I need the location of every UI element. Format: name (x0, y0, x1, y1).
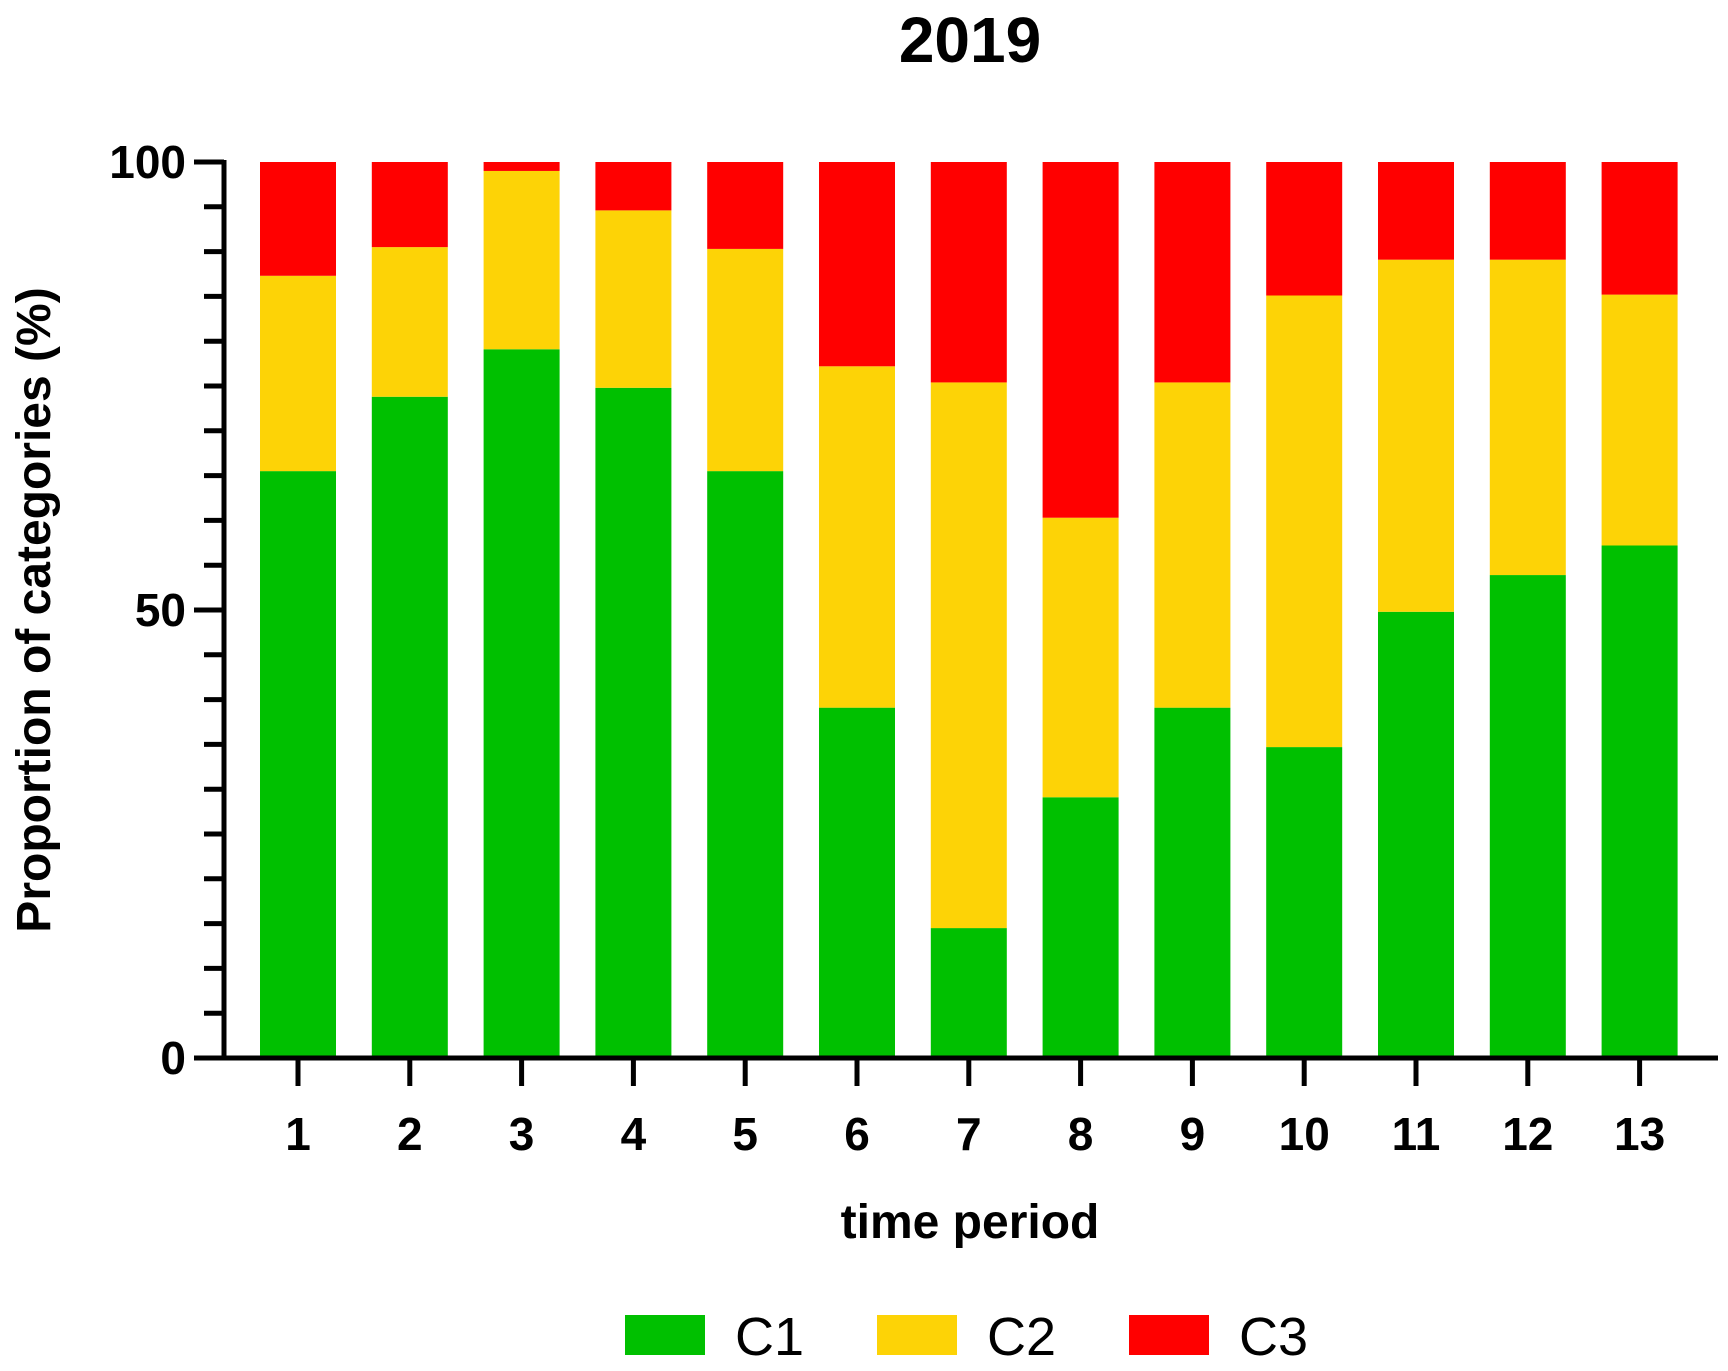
x-tick-label-6: 6 (844, 1108, 870, 1160)
x-tick-label-2: 2 (397, 1108, 423, 1160)
bar-c3-period-8 (1042, 162, 1119, 518)
bar-c2-period-9 (1154, 382, 1231, 708)
y-tick-labels: 0 50 100 (109, 136, 186, 1084)
bar-c3-period-5 (707, 162, 784, 249)
bar-c2-period-3 (483, 170, 560, 350)
bar-c3-period-12 (1489, 162, 1566, 260)
bar-c3-period-10 (1266, 162, 1343, 296)
x-tick-label-4: 4 (621, 1108, 647, 1160)
y-axis-label: Proportion of categories (%) (8, 287, 61, 932)
legend-item-c3: C3 (1129, 1307, 1308, 1367)
bar-c1-period-1 (260, 471, 336, 1058)
legend-label-c2: C2 (987, 1307, 1056, 1367)
legend-item-c2: C2 (877, 1307, 1056, 1367)
legend-item-c1: C1 (625, 1307, 804, 1367)
bar-c1-period-12 (1489, 575, 1566, 1058)
bar-c2-period-2 (371, 247, 448, 397)
x-axis-label: time period (841, 1196, 1100, 1249)
chart-title: 2019 (899, 4, 1041, 76)
bar-c1-period-10 (1266, 747, 1343, 1058)
legend-label-c1: C1 (735, 1307, 804, 1367)
bar-c2-period-13 (1601, 294, 1678, 546)
legend-swatch-c2 (877, 1315, 957, 1355)
bar-c3-period-13 (1601, 162, 1678, 295)
x-tick-label-8: 8 (1068, 1108, 1094, 1160)
x-tick-label-13: 13 (1614, 1108, 1665, 1160)
bar-c2-period-5 (707, 248, 784, 472)
bar-c1-period-7 (930, 928, 1007, 1058)
bar-c3-period-6 (819, 162, 895, 367)
bar-c1-period-5 (707, 471, 784, 1058)
bar-c2-period-8 (1042, 517, 1119, 798)
x-tick-label-9: 9 (1180, 1108, 1206, 1160)
bar-c1-period-6 (819, 707, 895, 1058)
y-tick-label-50: 50 (135, 584, 186, 636)
legend-swatch-c3 (1129, 1315, 1209, 1355)
bar-c3-period-1 (260, 162, 336, 276)
legend-swatch-c1 (625, 1315, 705, 1355)
bar-c2-period-1 (260, 275, 336, 472)
bar-c2-period-7 (930, 382, 1007, 929)
x-tick-label-12: 12 (1502, 1108, 1553, 1160)
bar-c1-period-2 (371, 396, 448, 1058)
bar-c3-period-7 (930, 162, 1007, 383)
legend: C1 C2 C3 (625, 1307, 1308, 1367)
x-tick-label-7: 7 (956, 1108, 982, 1160)
x-tick-label-10: 10 (1279, 1108, 1330, 1160)
x-tick-label-5: 5 (732, 1108, 758, 1160)
bar-c3-period-9 (1154, 162, 1231, 383)
bar-c1-period-11 (1378, 611, 1454, 1058)
bar-c1-period-3 (483, 349, 560, 1058)
bar-c2-period-11 (1378, 259, 1454, 612)
bar-c1-period-8 (1042, 797, 1119, 1058)
legend-label-c3: C3 (1239, 1307, 1308, 1367)
bar-c3-period-4 (595, 162, 672, 211)
axes-layer (194, 159, 1718, 1086)
x-tick-label-1: 1 (285, 1108, 311, 1160)
bar-c1-period-4 (595, 387, 672, 1058)
bar-c3-period-3 (483, 162, 560, 171)
bar-c3-period-2 (371, 162, 448, 248)
bar-c1-period-9 (1154, 707, 1231, 1058)
x-tick-labels: 1 2 3 4 5 6 7 8 9 10 11 12 13 (285, 1108, 1665, 1160)
y-tick-label-100: 100 (109, 136, 186, 188)
y-tick-label-0: 0 (160, 1032, 186, 1084)
x-tick-label-11: 11 (1392, 1108, 1441, 1160)
bar-c2-period-12 (1489, 259, 1566, 576)
bar-c2-period-6 (819, 366, 895, 708)
bar-c2-period-10 (1266, 295, 1343, 748)
bar-c1-period-13 (1601, 545, 1678, 1058)
x-tick-label-3: 3 (509, 1108, 535, 1160)
bar-c3-period-11 (1378, 162, 1454, 260)
bars-layer (260, 162, 1678, 1058)
bar-c2-period-4 (595, 210, 672, 388)
